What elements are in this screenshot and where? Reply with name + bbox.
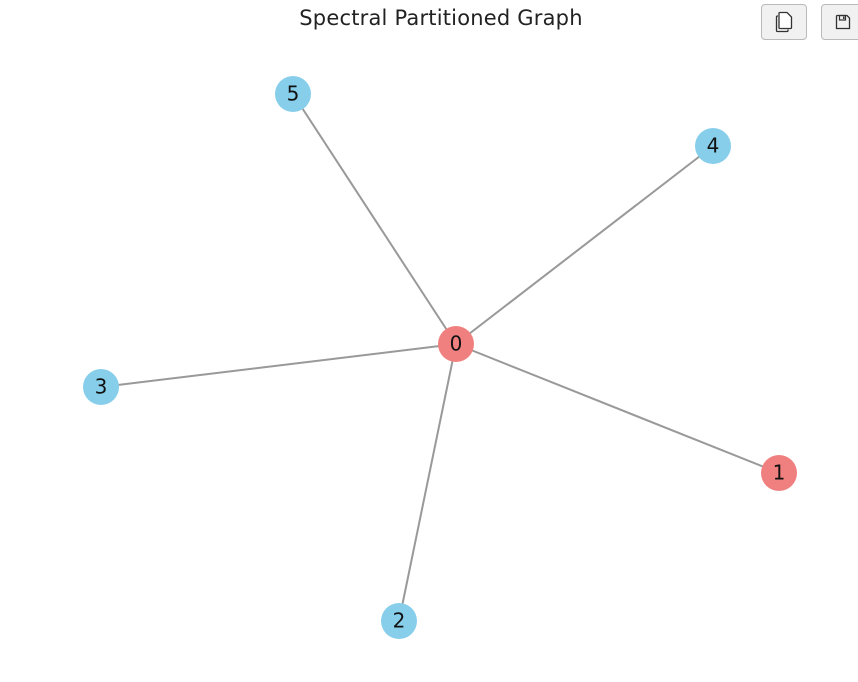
copy-button[interactable] xyxy=(761,4,807,40)
node-label: 0 xyxy=(450,332,463,356)
edge-0-5 xyxy=(292,93,457,345)
edge-0-3 xyxy=(100,343,457,388)
save-icon xyxy=(835,14,851,30)
node-label: 4 xyxy=(707,134,720,158)
node-1: 1 xyxy=(761,455,797,491)
copy-icon xyxy=(775,11,793,33)
node-4: 4 xyxy=(695,128,731,164)
node-circle xyxy=(695,128,731,164)
node-label: 1 xyxy=(773,461,786,485)
chart-title: Spectral Partitioned Graph xyxy=(299,6,583,30)
edge-0-4 xyxy=(455,145,714,345)
node-0: 0 xyxy=(438,326,474,362)
node-circle xyxy=(381,603,417,639)
edge-0-2 xyxy=(398,343,457,622)
edge-0-1 xyxy=(455,343,780,474)
node-2: 2 xyxy=(381,603,417,639)
edges xyxy=(100,93,780,622)
node-circle xyxy=(83,369,119,405)
node-label: 5 xyxy=(287,82,300,106)
node-label: 3 xyxy=(95,375,108,399)
save-button[interactable] xyxy=(821,4,858,40)
node-5: 5 xyxy=(275,76,311,112)
node-3: 3 xyxy=(83,369,119,405)
node-circle xyxy=(761,455,797,491)
node-circle xyxy=(275,76,311,112)
nodes: 0 1 2 3 4 5 xyxy=(83,76,797,639)
node-label: 2 xyxy=(393,609,406,633)
node-circle xyxy=(438,326,474,362)
